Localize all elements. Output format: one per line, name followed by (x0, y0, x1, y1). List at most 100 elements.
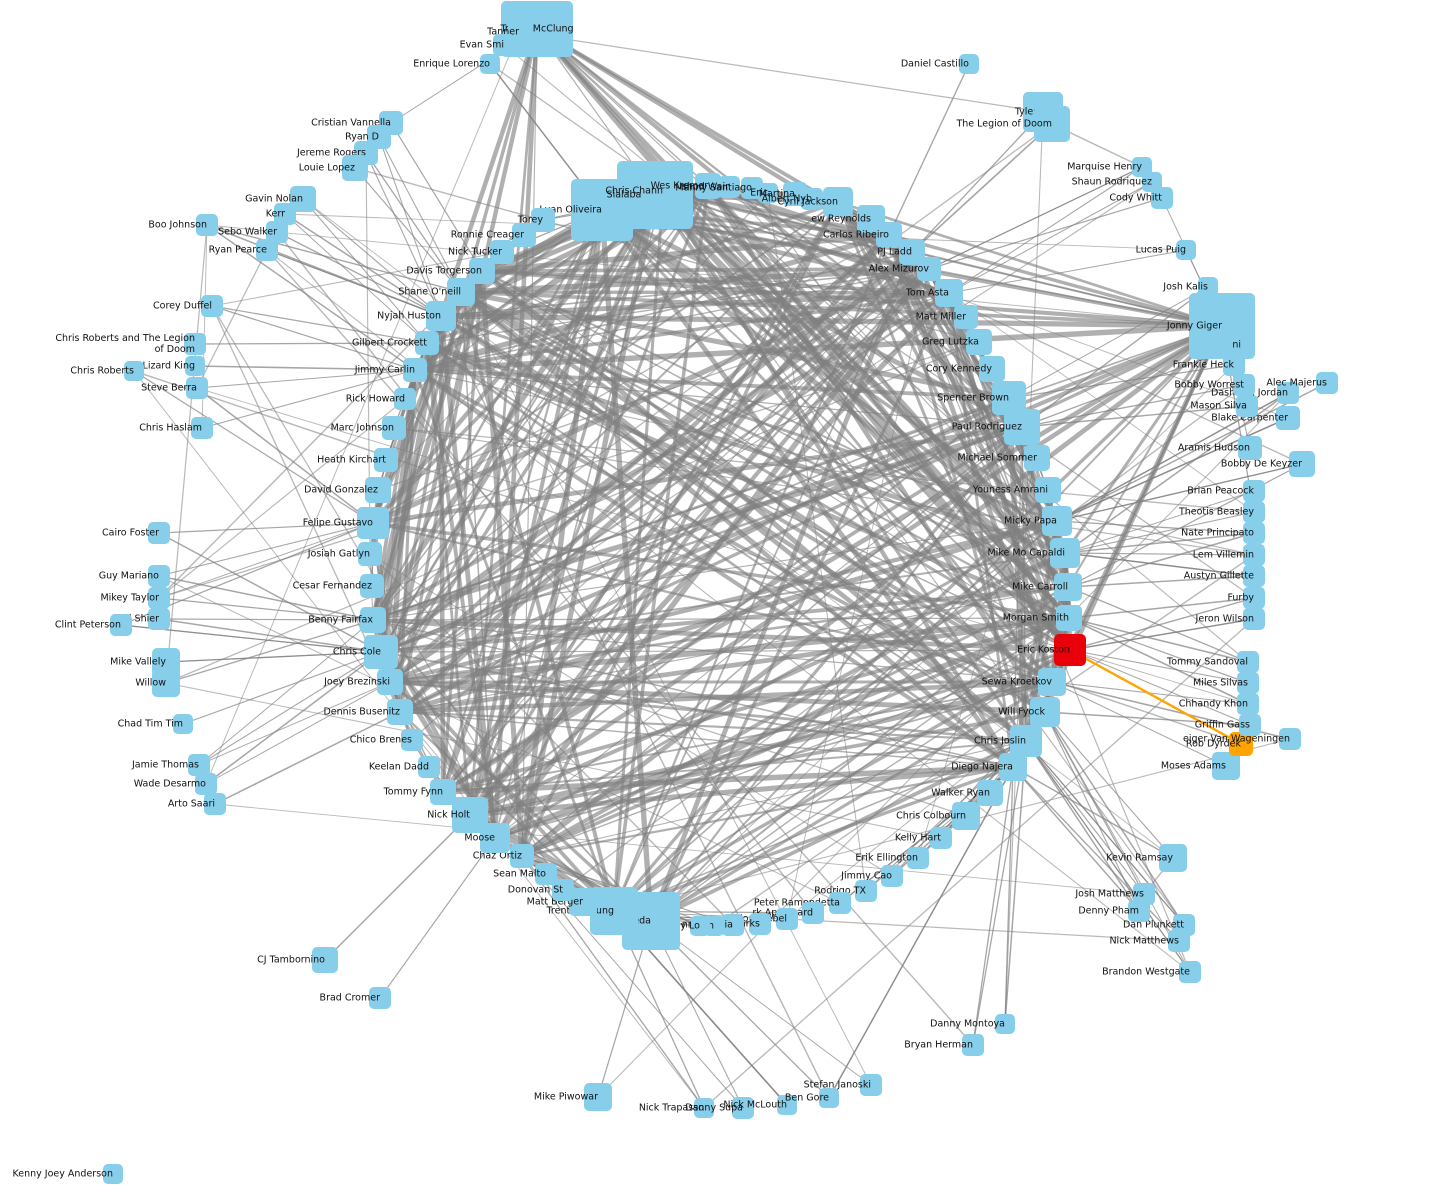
graph-node-nick-mclouth[interactable] (777, 1095, 797, 1115)
graph-node-josh-matthews[interactable] (1133, 883, 1155, 905)
graph-node-rick-howard[interactable] (394, 388, 416, 410)
graph-node-walker-ryan[interactable] (977, 780, 1003, 806)
graph-node-felipe-gustavo[interactable] (357, 507, 389, 539)
graph-node-sebo-walker[interactable] (266, 221, 288, 243)
graph-node-carlos-ribeiro[interactable] (876, 222, 902, 248)
graph-node-willow[interactable] (152, 669, 180, 697)
graph-node-kevin-ramsay[interactable] (1159, 844, 1187, 872)
graph-node-griffin-gass[interactable] (1239, 714, 1261, 736)
graph-node-steve-berra[interactable] (186, 377, 208, 399)
graph-node-chris-joslin[interactable] (1010, 725, 1042, 757)
graph-node-josh-kalis[interactable] (1198, 277, 1218, 297)
graph-node-jimmy-cao[interactable] (881, 865, 903, 887)
graph-node-nyjah-huston[interactable] (426, 301, 456, 331)
graph-node-diego-najera[interactable] (999, 753, 1027, 781)
graph-node-wes-kremer[interactable] (695, 173, 721, 199)
graph-node-jimmy-carlin[interactable] (403, 358, 427, 382)
graph-node-moses-adams[interactable] (1212, 752, 1240, 780)
graph-node-dashawn-jordan[interactable] (1277, 382, 1299, 404)
graph-node-eric-b[interactable] (758, 183, 778, 203)
graph-node-bobby-worrest[interactable] (1233, 374, 1255, 396)
graph-node-chhandy-khon[interactable] (1237, 693, 1259, 715)
graph-node-austyn-gillette[interactable] (1243, 565, 1265, 587)
graph-node-nate-principato[interactable] (1243, 522, 1265, 544)
graph-node-sewa-kroetkov[interactable] (1038, 668, 1066, 696)
graph-node-chris-roberts[interactable] (124, 361, 144, 381)
graph-node-matt-miller[interactable] (954, 305, 978, 329)
graph-node-ni-node[interactable] (1231, 335, 1251, 355)
graph-node-chico-brenes[interactable] (401, 729, 423, 751)
graph-node-gilbert-crockett[interactable] (415, 331, 439, 355)
graph-node-michael-sommer[interactable] (1024, 445, 1050, 471)
graph-node-mark-appleyard[interactable] (802, 902, 824, 924)
graph-node-danny-supa[interactable] (732, 1097, 754, 1119)
graph-node-danny-garcia[interactable] (722, 914, 744, 936)
graph-node-chris-chann[interactable] (642, 170, 684, 212)
graph-node-stefan-janoski[interactable] (860, 1074, 882, 1096)
graph-node-nick-trapasso[interactable] (694, 1098, 714, 1118)
graph-node-joey-brezinski[interactable] (377, 669, 403, 695)
graph-node-lizard-king[interactable] (185, 356, 205, 376)
graph-node-mike-piwowar[interactable] (584, 1083, 612, 1111)
graph-node-jeron-wilson[interactable] (1243, 608, 1265, 630)
graph-node-denny-pham[interactable] (1128, 900, 1150, 922)
graph-node-legion-of-doom[interactable] (1034, 106, 1070, 142)
graph-node-bobby-de-keyzer[interactable] (1289, 451, 1315, 477)
graph-node-paul-rodriguez[interactable] (1004, 409, 1040, 445)
graph-node-danny-montoya[interactable] (995, 1014, 1015, 1034)
graph-node-torey-p[interactable] (531, 208, 555, 232)
graph-node-benny-fairfax[interactable] (360, 607, 386, 633)
graph-node-cj-tambornino[interactable] (312, 947, 338, 973)
graph-node-mikey-taylor[interactable] (148, 587, 170, 609)
graph-node-furby[interactable] (1243, 587, 1265, 609)
graph-node-chaz-ortiz[interactable] (510, 844, 534, 868)
graph-node-chris-colbourn[interactable] (952, 802, 980, 830)
graph-node-lucas-puig[interactable] (1176, 240, 1196, 260)
graph-node-will-fyock[interactable] (1030, 697, 1060, 727)
graph-node-chris-cole[interactable] (364, 635, 398, 669)
graph-node-tom-asta[interactable] (935, 279, 963, 307)
graph-node-david-gonzalez[interactable] (365, 477, 391, 503)
graph-node-erik-ellington[interactable] (907, 847, 929, 869)
graph-node-miles-silvas[interactable] (1237, 672, 1259, 694)
graph-node-dennis-busenitz[interactable] (387, 699, 413, 725)
graph-node-blake-carpenter[interactable] (1276, 406, 1300, 430)
graph-node-albert-nyberg[interactable] (801, 188, 823, 210)
graph-node-geiger-van-wageningen[interactable] (1279, 728, 1301, 750)
graph-node-brandon-biebel[interactable] (776, 908, 798, 930)
graph-node-josiah-gatlyn[interactable] (358, 542, 382, 566)
graph-node-brandon-westgate[interactable] (1179, 961, 1201, 983)
graph-node-sean-malto[interactable] (535, 863, 557, 885)
graph-node-corey-duffel[interactable] (201, 295, 223, 317)
graph-node-dan-plunkett[interactable] (1173, 914, 1195, 936)
graph-node-ishod-wair[interactable] (718, 176, 740, 198)
graph-node-keelan-dadd[interactable] (418, 756, 440, 778)
graph-node-trent-mcclung[interactable] (590, 887, 638, 935)
graph-node-billy-marks[interactable] (749, 913, 771, 935)
graph-node-mason-silva[interactable] (1236, 395, 1258, 417)
graph-node-evan-smith[interactable] (493, 34, 515, 56)
graph-node-ryan-pearce[interactable] (256, 239, 278, 261)
graph-node-morgan-smith[interactable] (1056, 605, 1082, 631)
graph-node-nick-tucker[interactable] (490, 240, 514, 264)
graph-node-donovan-st[interactable] (552, 879, 574, 901)
graph-node-greg-lutzka[interactable] (966, 329, 992, 355)
graph-node-kenny-joey-anderson[interactable] (103, 1164, 123, 1184)
graph-node-tommy-sandoval[interactable] (1237, 651, 1259, 673)
graph-node-mike-mo-capaldi[interactable] (1050, 538, 1080, 568)
graph-node-micky-papa[interactable] (1042, 506, 1072, 536)
graph-node-aramis-hudson[interactable] (1238, 436, 1262, 460)
graph-node-nick-holt[interactable] (452, 797, 488, 833)
graph-node-alex-mizurov[interactable] (917, 257, 941, 281)
graph-node-theotis-beasley[interactable] (1243, 501, 1265, 523)
graph-node-jamie-thomas[interactable] (188, 754, 210, 776)
graph-node-brian-peacock[interactable] (1243, 480, 1265, 502)
graph-node-chris-roberts-legion[interactable] (184, 333, 206, 355)
graph-node-chad-tim-tim[interactable] (173, 714, 193, 734)
graph-node-youness-amrani[interactable] (1035, 477, 1061, 503)
graph-node-paul-shier[interactable] (148, 608, 170, 630)
graph-node-brad-cromer[interactable] (369, 987, 391, 1009)
graph-node-arto-saari[interactable] (204, 793, 226, 815)
graph-node-eric-koston[interactable] (1054, 634, 1086, 666)
graph-node-rodrigo-tx[interactable] (855, 880, 877, 902)
